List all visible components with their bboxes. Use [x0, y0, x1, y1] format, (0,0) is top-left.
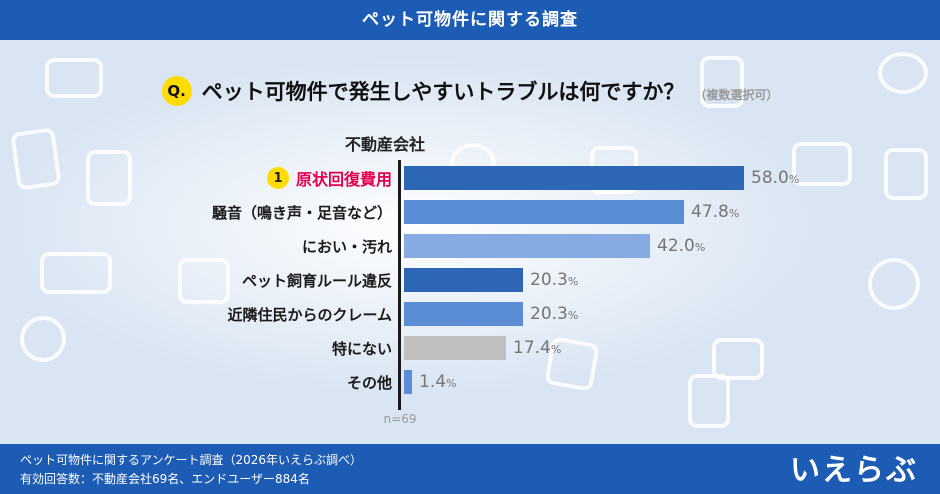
bar-value: 20.3% [530, 304, 579, 324]
bar [404, 336, 506, 360]
bar-category-text: 近隣住民からのクレーム [227, 305, 392, 324]
bar-row: 特にない 17.4% [0, 336, 940, 360]
bar-category-label: 1 原状回復費用 [0, 166, 392, 190]
bar-category-text: 原状回復費用 [295, 170, 392, 189]
bar-value: 58.0% [751, 168, 800, 188]
bar-track: 20.3% [404, 302, 578, 326]
bar [404, 268, 523, 292]
bar-value: 20.3% [530, 270, 579, 290]
bar-category-label: 騒音（鳴き声・足音など） [0, 202, 392, 223]
question-badge: Q. [161, 76, 192, 106]
bar-track: 17.4% [404, 336, 561, 360]
bar-row: 騒音（鳴き声・足音など） 47.8% [0, 200, 940, 224]
bar-value: 47.8% [691, 202, 740, 222]
bar [404, 166, 744, 190]
bar [404, 302, 523, 326]
bar-track: 42.0% [404, 234, 705, 258]
bar-row: 近隣住民からのクレーム 20.3% [0, 302, 940, 326]
source-line-1: ペット可物件に関するアンケート調査（2026年いえらぶ調べ） [20, 453, 363, 467]
bar-category-label: におい・汚れ [0, 236, 392, 257]
question-note: （複数選択可） [694, 88, 779, 102]
bar-category-label: ペット飼育ルール違反 [0, 270, 392, 291]
bar-category-label: その他 [0, 372, 392, 393]
bar-category-label: 特にない [0, 338, 392, 359]
sample-size-label: n=69 [383, 412, 417, 426]
bar-category-text: 騒音（鳴き声・足音など） [211, 203, 392, 222]
question-text: ペット可物件で発生しやすいトラブルは何ですか？ [201, 80, 685, 104]
bar [404, 234, 650, 258]
bar-value: 17.4% [513, 338, 562, 358]
bar-track: 47.8% [404, 200, 739, 224]
source-note: ペット可物件に関するアンケート調査（2026年いえらぶ調べ） 有効回答数：不動産… [20, 451, 362, 489]
chart-title: 不動産会社 [344, 135, 425, 154]
bar [404, 370, 412, 394]
bar-category-text: ペット飼育ルール違反 [241, 271, 392, 290]
bar-track: 1.4% [404, 370, 457, 394]
bar-row: におい・汚れ 42.0% [0, 234, 940, 258]
question-row: Q. ペット可物件で発生しやすいトラブルは何ですか？ （複数選択可） [0, 76, 940, 106]
rank-1-badge: 1 [266, 167, 289, 189]
bar [404, 200, 684, 224]
bar-track: 20.3% [404, 268, 578, 292]
footer: ペット可物件に関するアンケート調査（2026年いえらぶ調べ） 有効回答数：不動産… [0, 444, 940, 494]
bar-value: 1.4% [419, 372, 457, 392]
bar-category-label: 近隣住民からのクレーム [0, 304, 392, 325]
bar-row: その他 1.4% [0, 370, 940, 394]
bar-category-text: におい・汚れ [301, 237, 392, 256]
bar-row: ペット飼育ルール違反 20.3% [0, 268, 940, 292]
axis-line [398, 160, 401, 410]
bar-value: 42.0% [657, 236, 706, 256]
bar-row: 1 原状回復費用 58.0% [0, 166, 940, 190]
brand-logo: いえらぶ [790, 453, 918, 488]
bar-category-text: その他 [346, 373, 392, 392]
source-line-2: 有効回答数：不動産会社69名、エンドユーザー884名 [20, 472, 310, 486]
bar-category-text: 特にない [331, 339, 392, 358]
page-title: ペット可物件に関する調査 [0, 0, 940, 40]
bar-track: 58.0% [404, 166, 799, 190]
